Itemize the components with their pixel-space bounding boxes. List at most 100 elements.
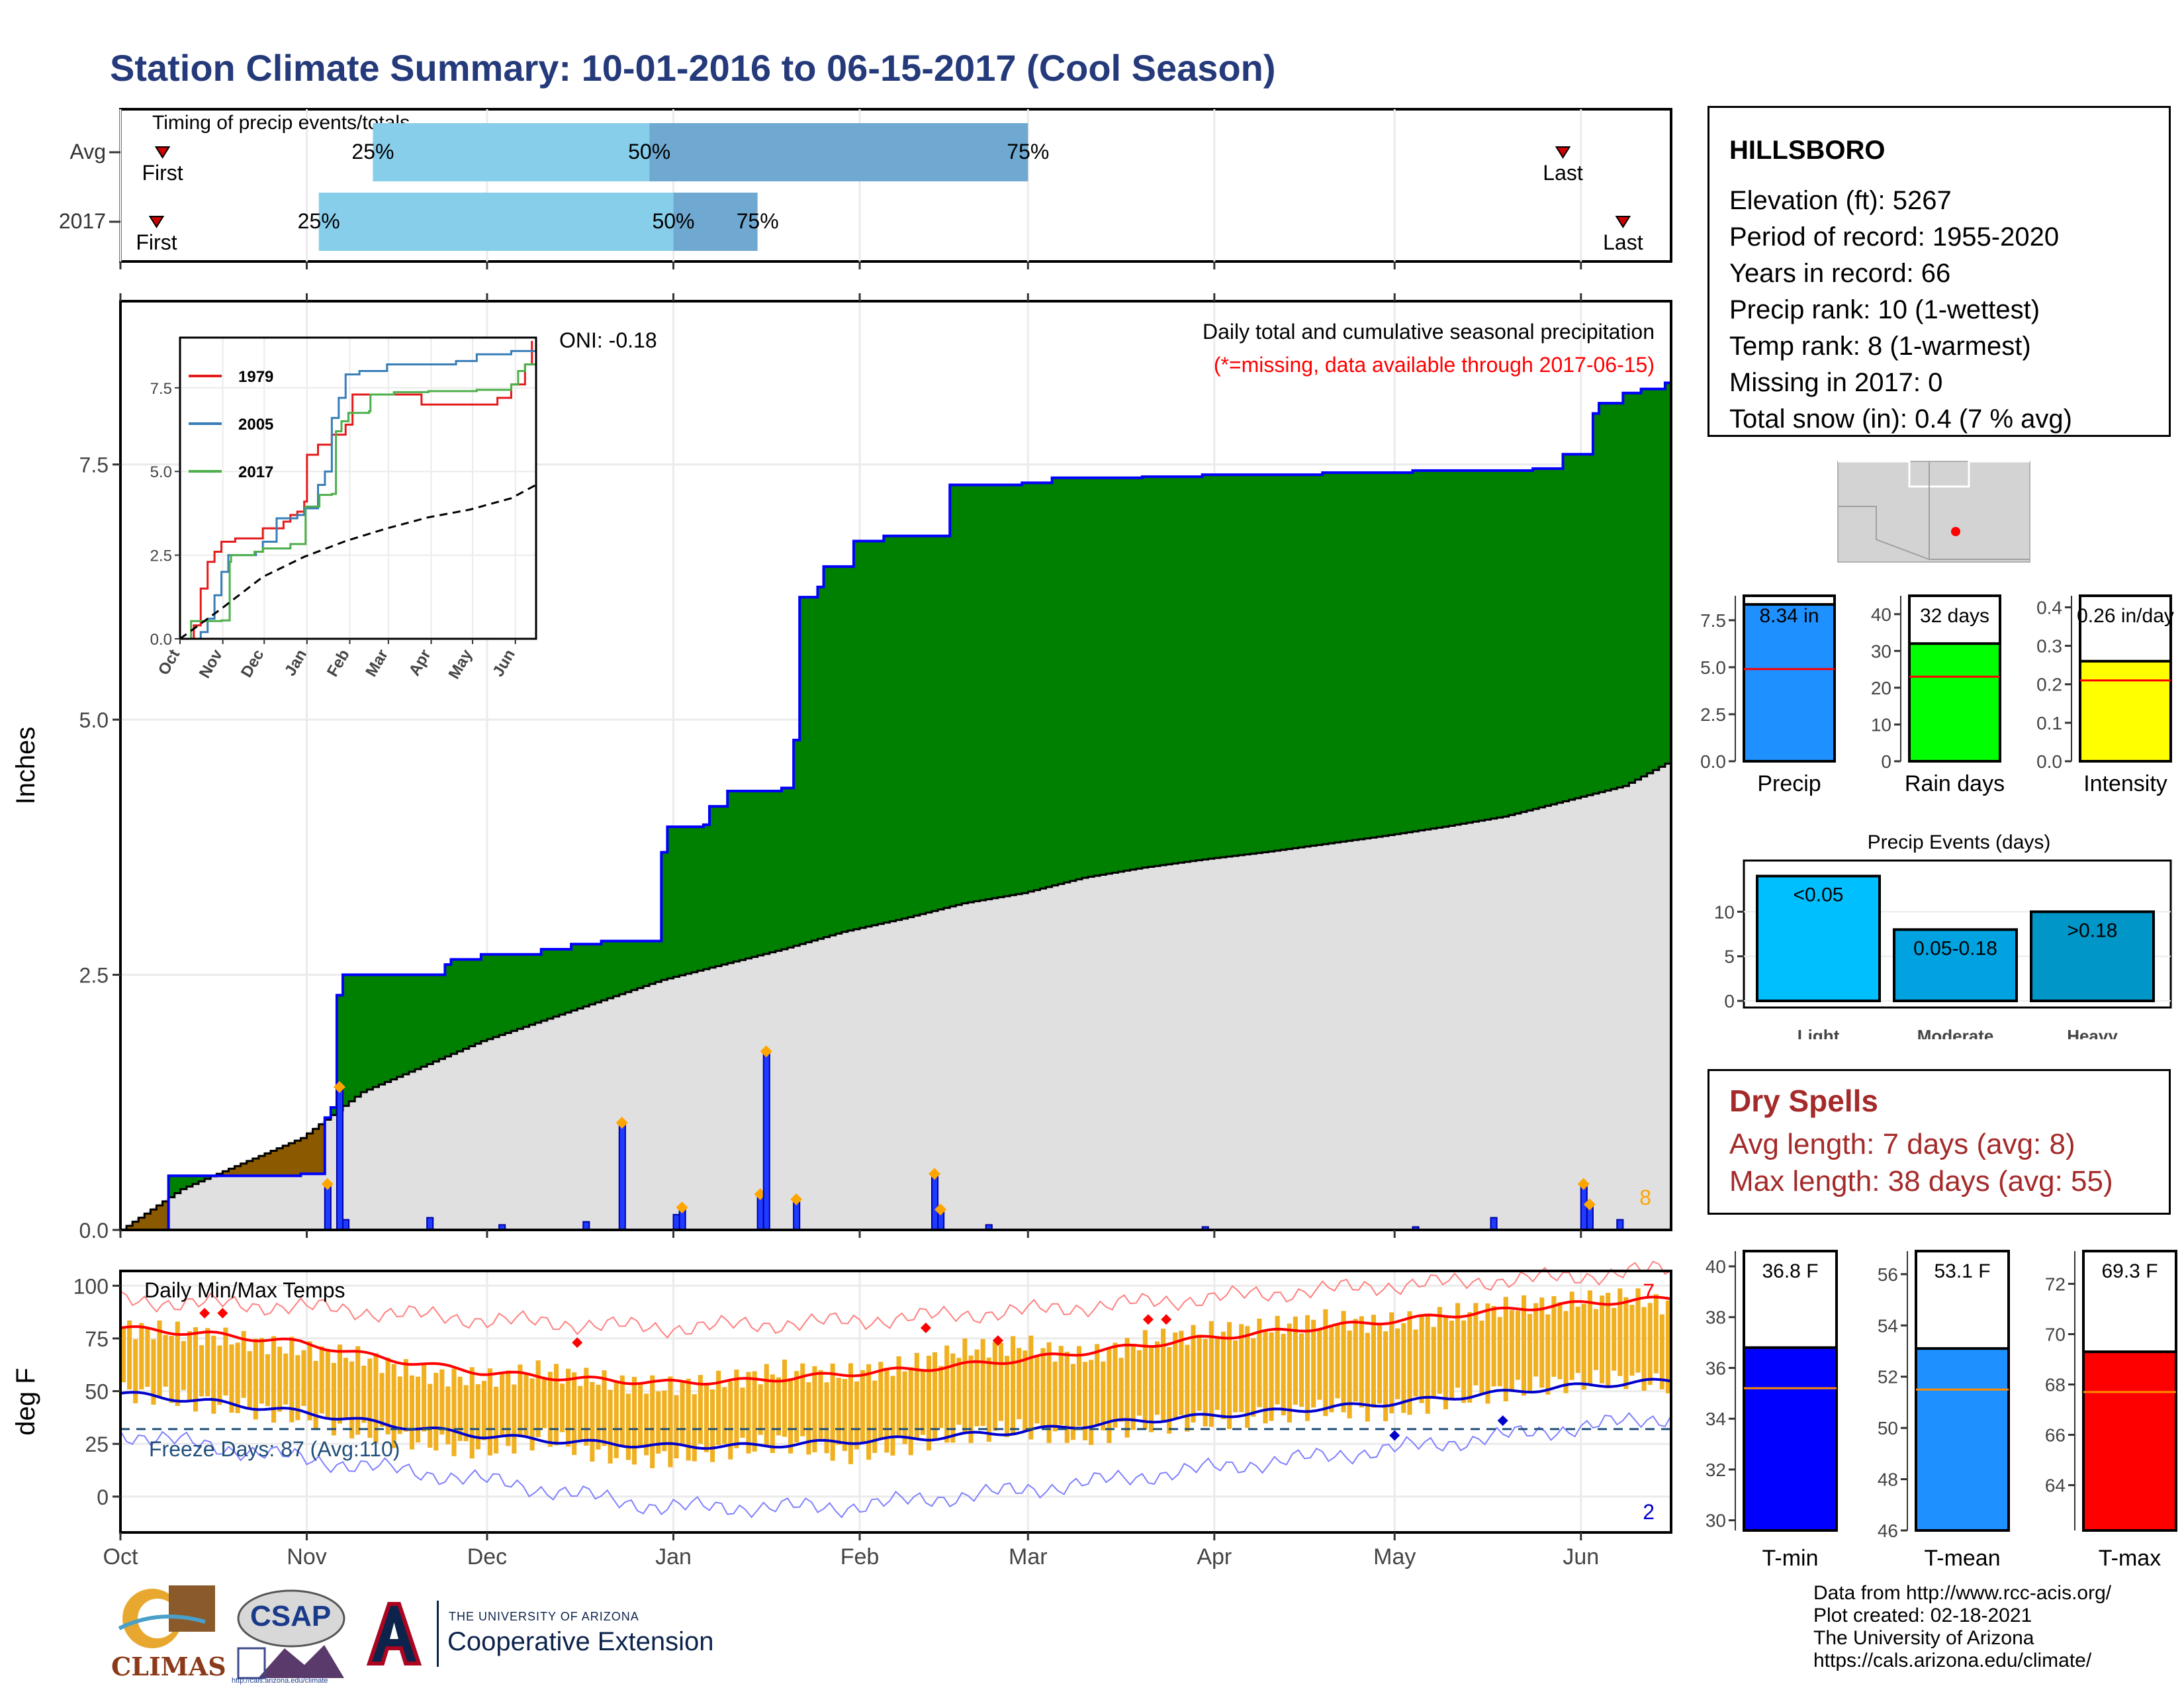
daily-temp-bar [1425,1313,1430,1414]
daily-temp-bar [1142,1330,1148,1429]
daily-temp-bar [1515,1311,1520,1380]
above-average-fill [486,954,494,1039]
record-high-marker [1142,1314,1154,1325]
above-average-fill [1484,470,1492,820]
timeline-first-marker [148,216,165,228]
daily-precip-marker [1583,1198,1596,1211]
daily-temp-bar [1011,1336,1016,1436]
above-average-fill [1479,470,1486,821]
mini-y-tick-label: 56 [1878,1264,1898,1285]
mini-y-tick-label: 0.3 [2036,636,2062,657]
mini-bar-category-label: Rain days [1905,771,2005,796]
daily-temp-bar [541,1377,547,1429]
daily-temp-bar [337,1344,343,1424]
inset-y-tick-label: 7.5 [150,380,172,398]
inset-y-tick-label: 5.0 [150,463,172,481]
credits: Data from http://www.rcc-acis.org/ Plot … [1813,1582,2111,1672]
daily-temp-bar [1089,1360,1094,1445]
above-average-fill [1605,403,1612,791]
daily-temp-bar [662,1390,667,1452]
daily-temp-bar [1491,1305,1496,1387]
precip-timing-chart: Timing of precip events/totals Avg 25% 50% 7… [59,108,1672,269]
record-low-marker [1389,1430,1400,1441]
daily-temp-bar [1587,1290,1592,1385]
above-average-fill [841,566,848,932]
daily-temp-bar [1101,1361,1106,1430]
daily-temp-bar [1407,1311,1412,1415]
above-average-fill [445,964,452,1056]
daily-temp-bar [1052,1361,1058,1432]
daily-temp-bar [1341,1311,1346,1413]
daily-temp-bar [1563,1311,1569,1393]
above-average-fill [835,566,842,934]
above-average-fill [847,566,854,931]
daily-temp-bar [307,1341,312,1421]
daily-temp-bar [403,1359,408,1432]
timeline-first-marker [154,146,171,159]
daily-temp-bar [1623,1297,1629,1389]
main-y-axis-label: Inches [11,727,40,805]
ua-name: THE UNIVERSITY OF ARIZONA [449,1610,639,1623]
above-average-fill [655,941,662,982]
daily-temp-bar [1443,1317,1448,1409]
ua-extension-logo: THE UNIVERSITY OF ARIZONA Cooperative Ex… [363,1601,733,1673]
daily-temp-bar [361,1366,367,1423]
inset-frame [179,336,537,640]
daily-temp-bar [547,1372,553,1447]
mini-bar-T-mean [1915,1347,2010,1532]
daily-temp-bar [1046,1342,1052,1443]
mini-y-tick-label: 2.5 [1700,704,1726,725]
above-average-fill [1262,475,1269,853]
above-average-fill [673,827,680,977]
daily-temp-bar [698,1375,703,1444]
record-high-marker [992,1335,1003,1346]
temp-plot-background [120,1271,1671,1532]
timeline-row-label: Avg [69,140,106,164]
daily-temp-bar [175,1321,180,1406]
above-average-fill [1418,470,1426,831]
mini-bar-value-label: 8.34 in [1759,605,1819,627]
above-average-fill [944,536,950,908]
climas-logo: CLIMAS [106,1582,226,1681]
daily-temp-bar [1287,1323,1292,1423]
above-average-fill [174,1176,181,1194]
below-average-fill [283,1145,289,1176]
daily-temp-bar [1467,1312,1473,1403]
above-average-fill [829,566,837,936]
daily-temp-bar [253,1338,258,1420]
daily-temp-bar [764,1364,769,1446]
daily-precip-bar [762,1051,770,1231]
mini-y-tick-label: 70 [2045,1324,2066,1344]
above-average-fill [1064,477,1071,883]
events-bar-Light [1756,874,1881,1003]
above-average-fill [367,974,374,1090]
daily-temp-bar [962,1338,968,1433]
above-average-fill [1617,403,1623,788]
daily-temp-bar [608,1389,613,1464]
daily-precip-marker [676,1201,688,1214]
temp-chart-title: Daily Min/Max Temps [144,1278,345,1302]
above-average-fill [811,597,819,941]
above-average-fill [330,1107,338,1115]
mini-bar-value-label: 0.26 in/day [2077,605,2174,627]
avg-min-temp-line [120,1378,1672,1450]
daily-temp-bar [1413,1329,1418,1397]
above-average-fill [794,739,800,946]
daily-precip-bar [618,1122,626,1231]
above-average-fill [631,941,638,990]
freeze-days-label: Freeze Days: 87 (Avg:110) [149,1437,400,1461]
above-average-fill [1148,477,1155,867]
above-average-fill [349,974,355,1102]
above-average-fill [1160,477,1167,865]
ua-a-logo [366,1602,422,1665]
daily-temp-bar [481,1381,486,1440]
daily-temp-bar [349,1361,355,1439]
daily-temp-bar [1136,1350,1142,1416]
mini-y-tick-label: 38 [1706,1307,1726,1328]
daily-temp-bar [752,1371,757,1452]
above-average-fill [649,941,656,984]
above-average-fill [1238,475,1245,855]
inset-legend-label: 2005 [238,416,273,434]
above-average-fill [1635,393,1642,780]
main-chart-title: Daily total and cumulative seasonal prec… [1203,320,1655,344]
